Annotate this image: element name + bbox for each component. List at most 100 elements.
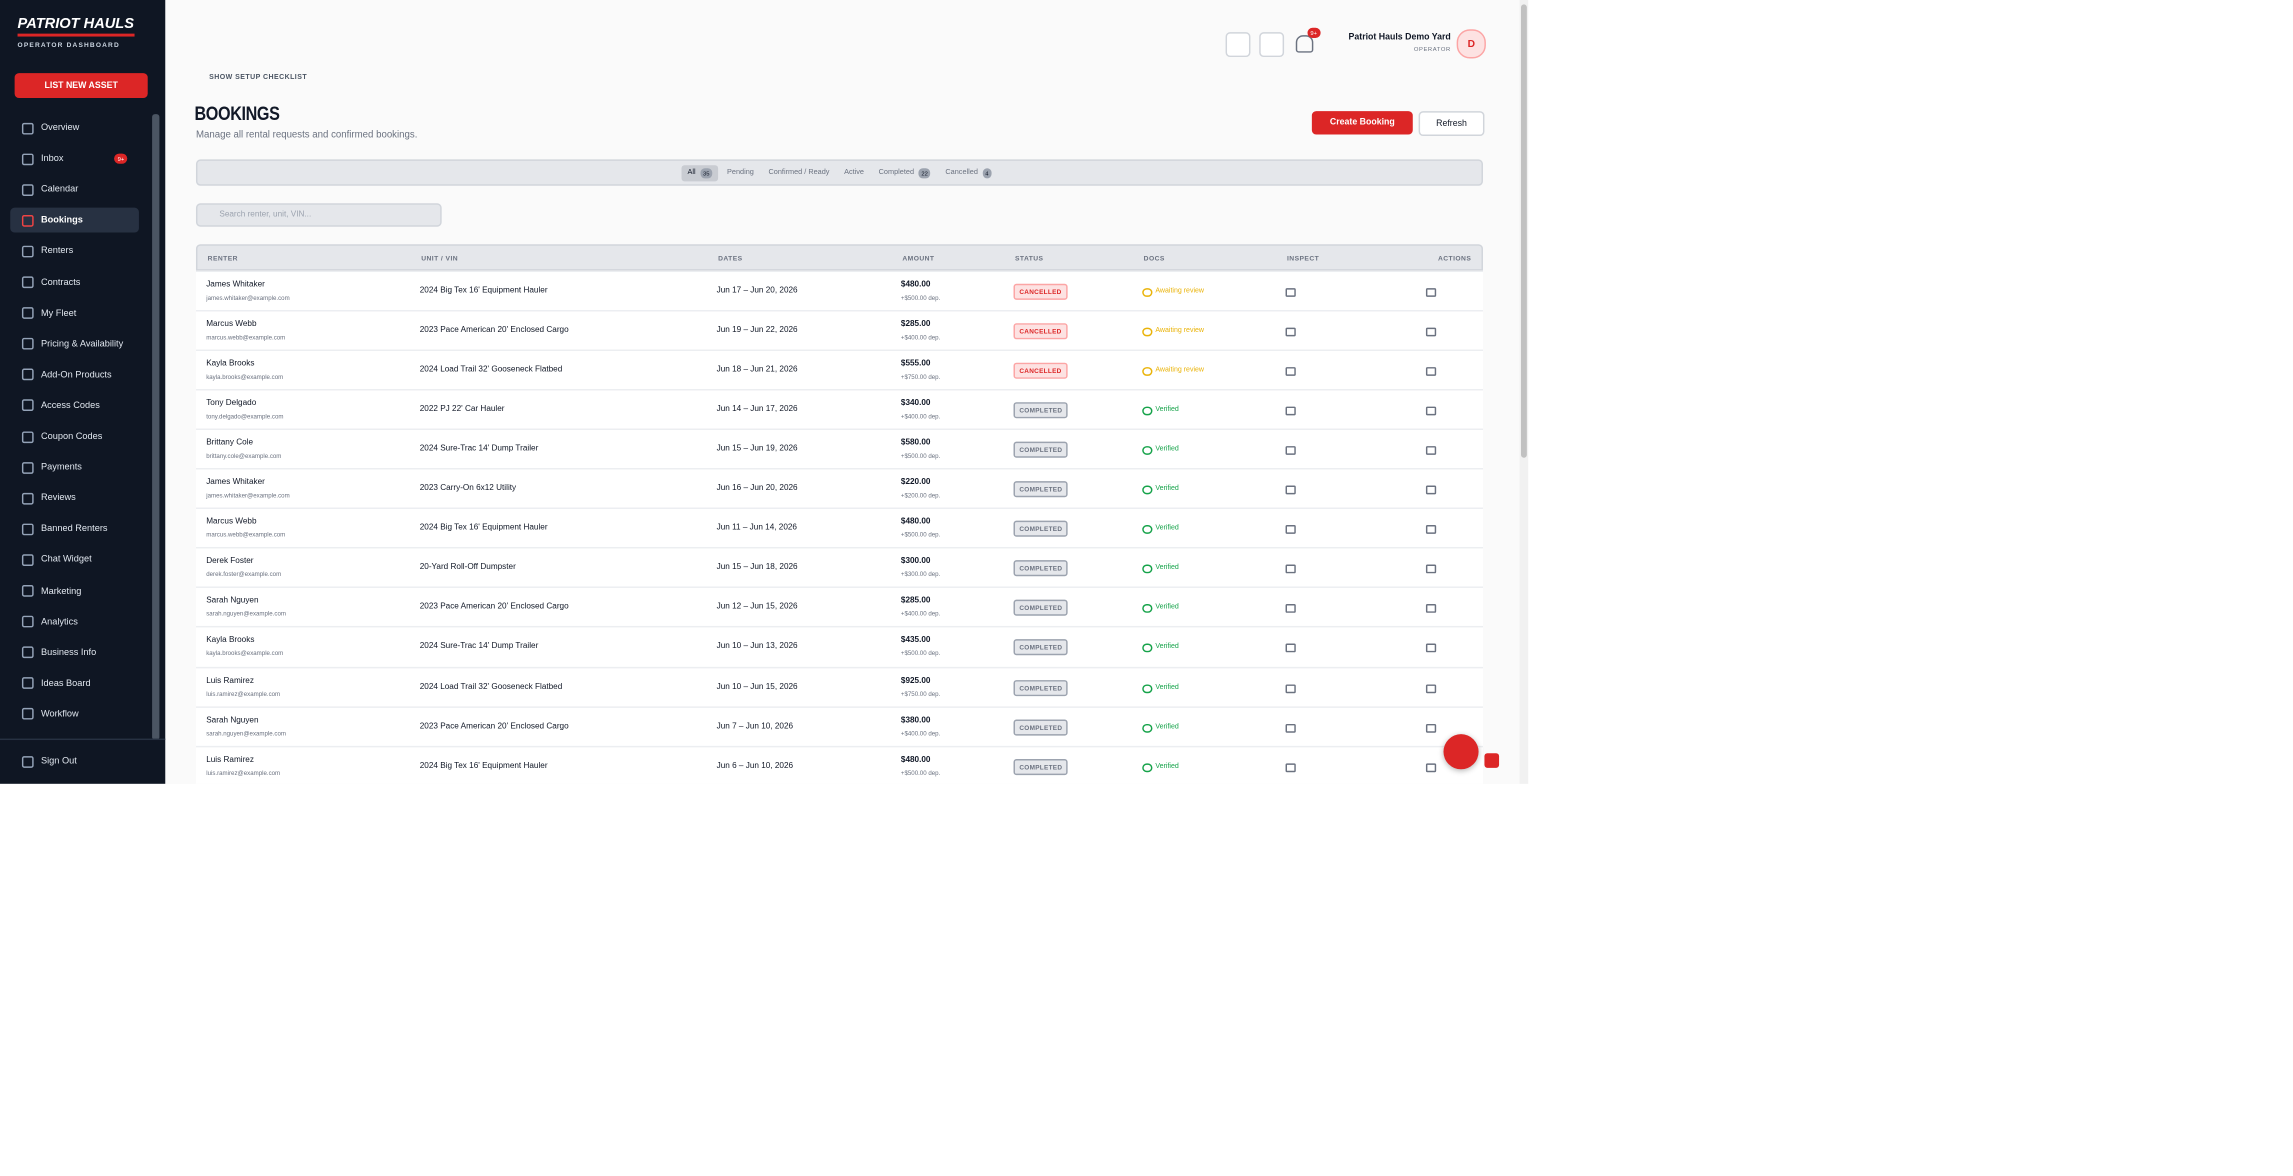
nav-item[interactable]: Chat Widget	[10, 548, 139, 573]
docs-icon	[1142, 327, 1153, 337]
create-booking[interactable]: Create Booking	[1311, 111, 1413, 135]
table-row[interactable]: Sarah Nguyen sarah.nguyen@example.com 2023…	[195, 705, 1483, 747]
theme-button[interactable]	[1225, 32, 1251, 58]
refresh-label: Refresh	[1436, 119, 1467, 128]
message-button[interactable]	[1425, 406, 1437, 416]
list-asset-button[interactable]: LIST NEW ASSET	[14, 73, 148, 98]
nav-item[interactable]: Pricing & Availability	[10, 332, 139, 357]
message-button[interactable]	[1425, 485, 1437, 495]
message-button[interactable]	[1425, 762, 1437, 772]
docs-icon	[1142, 723, 1153, 733]
docs-status: Verified	[1155, 525, 1179, 533]
message-button[interactable]	[1425, 327, 1437, 337]
refresh[interactable]: Refresh	[1418, 111, 1485, 137]
nav-item[interactable]: Bookings	[10, 208, 139, 233]
nav-item[interactable]: Contracts	[10, 270, 139, 295]
nav-item[interactable]: Banned Renters	[10, 517, 139, 542]
message-button[interactable]	[1425, 604, 1437, 614]
inspect-button[interactable]	[1285, 367, 1296, 376]
amount: $340.00	[900, 399, 931, 409]
inspect-button[interactable]	[1285, 525, 1296, 535]
inspect-button[interactable]	[1285, 485, 1296, 495]
nav-item[interactable]: My Fleet	[10, 301, 139, 326]
inspect-button[interactable]	[1285, 762, 1296, 772]
table-row[interactable]: Sarah Nguyen sarah.nguyen@example.com 2023…	[195, 587, 1483, 628]
tab-count: 4	[982, 167, 992, 178]
nav-item[interactable]: Calendar	[10, 177, 139, 202]
table-row[interactable]: Marcus Webb marcus.webb@example.com 2023 P…	[195, 310, 1483, 352]
message-button[interactable]	[1425, 446, 1437, 456]
renter-email: derek.foster@example.com	[206, 570, 282, 579]
docs-icon	[1142, 367, 1153, 376]
status-pill: COMPLETED	[1013, 679, 1069, 696]
tab[interactable]: Pending	[721, 165, 760, 180]
nav-item[interactable]: Overview	[10, 116, 139, 141]
nav-item[interactable]: Business Info	[10, 640, 139, 665]
column-header: DATES	[718, 254, 743, 262]
chat-toggle[interactable]	[1484, 753, 1500, 768]
nav-item[interactable]: Renters	[10, 239, 139, 264]
bell-button[interactable]	[1295, 35, 1314, 53]
message-button[interactable]	[1425, 367, 1437, 376]
docs-status: Verified	[1155, 406, 1179, 415]
inspect-button[interactable]	[1285, 446, 1296, 456]
nav-item[interactable]: Ideas Board	[10, 671, 139, 696]
docs-status: Awaiting review	[1155, 327, 1205, 335]
nav-item[interactable]: Add-On Products	[10, 362, 139, 387]
help-button[interactable]	[1259, 32, 1285, 58]
message-button[interactable]	[1425, 683, 1437, 693]
tab[interactable]: Completed 22	[873, 165, 937, 181]
nav-item[interactable]: Inbox 9+	[10, 146, 139, 171]
message-button[interactable]	[1425, 565, 1437, 574]
message-button[interactable]	[1425, 723, 1437, 733]
dates: Jun 12 – Jun 15, 2026	[716, 603, 798, 612]
table-row[interactable]: Kayla Brooks kayla.brooks@example.com 2024…	[195, 349, 1483, 391]
inspect-button[interactable]	[1285, 604, 1296, 614]
table-row[interactable]: Luis Ramirez luis.ramirez@example.com 2024…	[195, 745, 1483, 784]
table-row[interactable]: Kayla Brooks kayla.brooks@example.com 2024…	[195, 626, 1483, 668]
table-row[interactable]: Derek Foster derek.foster@example.com 20-Y…	[195, 547, 1483, 589]
amount: $925.00	[900, 676, 931, 686]
renter-name: Marcus Webb	[206, 320, 257, 330]
status-pill: COMPLETED	[1013, 639, 1069, 656]
column-header: DOCS	[1143, 254, 1165, 262]
nav-item[interactable]: Payments	[10, 455, 139, 480]
inspect-button[interactable]	[1285, 723, 1296, 733]
table-row[interactable]: Luis Ramirez luis.ramirez@example.com 2024…	[195, 666, 1483, 708]
nav-item[interactable]: Marketing	[10, 578, 139, 603]
table-row[interactable]: James Whitaker james.whitaker@example.com…	[195, 468, 1483, 510]
nav-item[interactable]: Workflow	[10, 702, 139, 727]
docs-icon	[1142, 446, 1153, 456]
table-row[interactable]: Brittany Cole brittany.cole@example.com 20…	[195, 428, 1483, 470]
tab[interactable]: Active	[838, 165, 870, 180]
inspect-button[interactable]	[1285, 288, 1296, 297]
tab[interactable]: Confirmed / Ready	[763, 165, 836, 180]
renter-name: Brittany Cole	[206, 439, 254, 448]
message-button[interactable]	[1425, 644, 1437, 653]
tab[interactable]: All 35	[681, 164, 719, 181]
inspect-button[interactable]	[1285, 565, 1296, 574]
table-row[interactable]: Marcus Webb marcus.webb@example.com 2024 B…	[195, 507, 1483, 549]
tab[interactable]: Cancelled 4	[940, 165, 998, 181]
nav-item[interactable]: Reviews	[10, 486, 139, 511]
nav-item[interactable]: Access Codes	[10, 393, 139, 418]
inspect-button[interactable]	[1285, 683, 1296, 693]
table-row[interactable]: James Whitaker james.whitaker@example.com…	[195, 270, 1483, 312]
nav-item[interactable]: Analytics	[10, 609, 139, 634]
nav-item[interactable]: Coupon Codes	[10, 424, 139, 449]
inspect-button[interactable]	[1285, 327, 1296, 337]
deposit: +$500.00 dep.	[900, 649, 941, 658]
search[interactable]: Search renter, unit, VIN...	[195, 203, 442, 227]
message-button[interactable]	[1425, 288, 1437, 297]
avatar[interactable]: D	[1456, 29, 1486, 59]
inspect-button[interactable]	[1285, 644, 1296, 653]
sign-out[interactable]: Sign Out	[10, 749, 139, 774]
support-button[interactable]	[1443, 734, 1479, 770]
table-row[interactable]: Tony Delgado tony.delgado@example.com 2022…	[195, 389, 1483, 431]
message-button[interactable]	[1425, 525, 1437, 535]
nav-label: Bookings	[40, 215, 83, 226]
inspect-button[interactable]	[1285, 406, 1296, 416]
setup-checklist[interactable]: SHOW SETUP CHECKLIST	[209, 74, 308, 82]
unit: 2024 Load Trail 32' Gooseneck Flatbed	[419, 682, 563, 692]
unit: 2023 Carry-On 6x12 Utility	[419, 484, 517, 494]
